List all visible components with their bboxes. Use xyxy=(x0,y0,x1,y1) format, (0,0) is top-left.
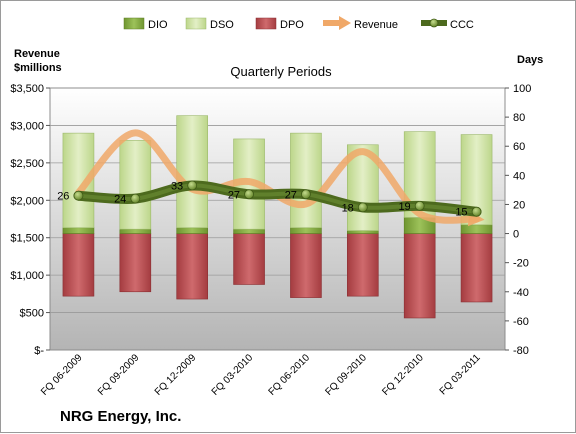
bar-dio xyxy=(460,224,493,234)
legend-dso-label: DSO xyxy=(210,19,234,31)
ccc-point xyxy=(414,200,425,211)
bar-dso xyxy=(176,115,208,229)
left-tick-label: $1,500 xyxy=(10,233,44,245)
bar-dpo xyxy=(176,233,208,300)
bar-dpo xyxy=(62,233,95,297)
bar-dio xyxy=(233,228,265,234)
bar-dpo xyxy=(347,233,379,297)
legend-dio-label: DIO xyxy=(148,19,168,31)
legend-revenue-label: Revenue xyxy=(354,19,398,31)
legend-ccc-marker-icon xyxy=(421,18,447,28)
right-tick-label: -40 xyxy=(513,287,529,299)
bar-dpo xyxy=(233,233,265,285)
left-axis-title-line1: Revenue xyxy=(14,48,60,60)
ccc-point xyxy=(357,202,368,213)
legend: DIO DSO DPO Revenue CCC xyxy=(123,16,474,31)
left-tick-label: $2,500 xyxy=(10,158,44,170)
left-axis-title-line2: $millions xyxy=(14,62,62,74)
bar-dio xyxy=(176,227,208,234)
ccc-point xyxy=(130,193,141,204)
ccc-point xyxy=(301,189,311,200)
ccc-point xyxy=(244,189,254,200)
bar-dpo xyxy=(403,233,436,319)
ccc-data-label: 19 xyxy=(398,201,410,213)
category-label: FQ 03-2011 xyxy=(438,352,483,397)
legend-dpo-label: DPO xyxy=(280,19,304,31)
legend-dso-swatch xyxy=(185,17,207,30)
right-tick-label: 80 xyxy=(513,112,525,124)
company-name: NRG Energy, Inc. xyxy=(60,408,181,425)
right-axis-title: Days xyxy=(517,54,543,66)
bar-dio xyxy=(290,227,322,234)
ccc-data-label: 33 xyxy=(171,181,183,193)
right-tick-label: 60 xyxy=(513,141,525,153)
left-tick-label: $3,500 xyxy=(10,83,44,95)
right-tick-label: -60 xyxy=(513,316,529,328)
legend-dpo-swatch xyxy=(255,17,277,30)
left-tick-label: $3,000 xyxy=(10,120,44,132)
ccc-data-label: 18 xyxy=(342,202,354,214)
category-label: FQ 03-2010 xyxy=(210,352,256,398)
ccc-data-label: 24 xyxy=(114,194,126,206)
ccc-point xyxy=(471,206,482,217)
category-label: FQ 12-2009 xyxy=(153,352,199,398)
ccc-point xyxy=(187,180,198,191)
left-tick-label: $2,000 xyxy=(10,195,44,207)
legend-dio-swatch xyxy=(123,17,145,30)
ccc-data-label: 15 xyxy=(455,207,467,219)
ccc-data-label: 27 xyxy=(228,189,240,201)
category-label: FQ 12-2010 xyxy=(380,352,426,398)
ccc-point xyxy=(73,190,84,201)
left-tick-label: $1,000 xyxy=(10,270,44,282)
right-tick-label: -80 xyxy=(513,345,529,357)
chart-title: Quarterly Periods xyxy=(230,64,332,79)
ccc-line: 26 24 33 27 27 18 19 15 xyxy=(57,180,482,219)
bar-dso xyxy=(119,140,152,230)
bar-dio xyxy=(62,227,95,234)
category-label: FQ 06-2010 xyxy=(267,352,313,398)
legend-revenue-arrow-icon xyxy=(323,16,351,30)
bar-dio xyxy=(119,228,152,234)
right-tick-label: 40 xyxy=(513,170,525,182)
right-tick-label: 100 xyxy=(513,83,531,95)
category-label: FQ 09-2010 xyxy=(323,352,369,398)
bar-dio xyxy=(347,230,379,234)
category-label: FQ 09-2009 xyxy=(96,352,142,398)
bar-dpo xyxy=(119,233,152,293)
left-tick-label: $- xyxy=(34,345,44,357)
bar-dpo xyxy=(290,233,322,298)
right-tick-label: 20 xyxy=(513,199,525,211)
right-tick-label: 0 xyxy=(513,229,519,241)
left-tick-label: $500 xyxy=(20,308,44,320)
right-tick-label: -20 xyxy=(513,258,529,270)
ccc-data-label: 27 xyxy=(285,189,297,201)
category-label: FQ 06-2009 xyxy=(39,352,85,398)
legend-ccc-label: CCC xyxy=(450,19,474,31)
bar-dso xyxy=(290,132,322,229)
bar-dpo xyxy=(460,233,493,303)
ccc-data-label: 26 xyxy=(57,191,69,203)
